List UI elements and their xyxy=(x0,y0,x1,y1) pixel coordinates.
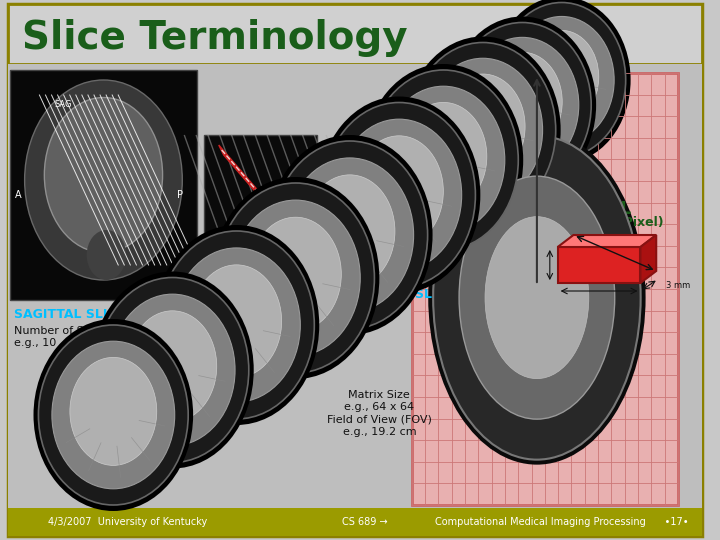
Text: 3 mm: 3 mm xyxy=(523,260,547,269)
Ellipse shape xyxy=(423,58,543,202)
Ellipse shape xyxy=(212,177,379,379)
Ellipse shape xyxy=(405,37,561,224)
Bar xyxy=(8,64,701,508)
Text: 6 mm: 6 mm xyxy=(587,300,611,309)
Ellipse shape xyxy=(231,200,360,356)
Ellipse shape xyxy=(441,74,525,179)
Text: Matrix Size
e.g., 64 x 64: Matrix Size e.g., 64 x 64 xyxy=(344,390,415,411)
Text: In-plane resolution
e.g., 192 mm / 64
= 3 mm: In-plane resolution e.g., 192 mm / 64 = … xyxy=(478,238,575,271)
Bar xyxy=(8,508,701,536)
Ellipse shape xyxy=(153,225,319,425)
Bar xyxy=(412,73,678,505)
Ellipse shape xyxy=(34,319,193,511)
Text: (Volumetric Pixel): (Volumetric Pixel) xyxy=(539,216,664,229)
Ellipse shape xyxy=(400,103,487,211)
Text: Field of View (FOV)
e.g., 19.2 cm: Field of View (FOV) e.g., 19.2 cm xyxy=(327,415,432,437)
Text: CS 689 →: CS 689 → xyxy=(342,517,387,527)
Ellipse shape xyxy=(52,341,175,489)
Text: 4/3/2007  University of Kentucky: 4/3/2007 University of Kentucky xyxy=(48,517,207,527)
Text: Slice Terminology: Slice Terminology xyxy=(22,19,408,57)
Ellipse shape xyxy=(128,311,217,422)
Ellipse shape xyxy=(410,43,556,218)
Ellipse shape xyxy=(45,98,163,253)
Ellipse shape xyxy=(466,37,579,173)
Bar xyxy=(10,70,197,300)
Ellipse shape xyxy=(86,230,126,280)
Polygon shape xyxy=(558,247,641,283)
Text: 3 mm: 3 mm xyxy=(666,280,690,289)
Text: VOXEL: VOXEL xyxy=(570,200,631,218)
Text: Computational Medical Imaging Processing      •17•: Computational Medical Imaging Processing… xyxy=(435,517,688,527)
Ellipse shape xyxy=(305,175,395,288)
Ellipse shape xyxy=(38,325,188,505)
Text: P: P xyxy=(177,190,184,200)
Text: IN-PLANE SLICE: IN-PLANE SLICE xyxy=(345,288,454,301)
Text: Slice Thickness
e.g., 6 mm: Slice Thickness e.g., 6 mm xyxy=(210,252,295,274)
Ellipse shape xyxy=(459,176,615,419)
Ellipse shape xyxy=(91,272,253,469)
Ellipse shape xyxy=(70,357,157,465)
Ellipse shape xyxy=(336,119,462,271)
Ellipse shape xyxy=(524,30,599,124)
Ellipse shape xyxy=(318,97,480,294)
Ellipse shape xyxy=(369,70,518,250)
Ellipse shape xyxy=(449,17,596,193)
Text: Number of Slices
e.g., 10: Number of Slices e.g., 10 xyxy=(14,326,109,348)
Ellipse shape xyxy=(96,278,249,462)
Text: SAGITTAL SLICE: SAGITTAL SLICE xyxy=(14,308,125,321)
Ellipse shape xyxy=(355,136,444,247)
Ellipse shape xyxy=(485,217,589,379)
Text: SAG: SAG xyxy=(54,100,72,109)
Ellipse shape xyxy=(110,294,235,446)
Ellipse shape xyxy=(173,248,300,402)
Ellipse shape xyxy=(433,136,641,460)
Ellipse shape xyxy=(267,135,433,335)
Polygon shape xyxy=(219,145,292,235)
Ellipse shape xyxy=(217,183,374,373)
Ellipse shape xyxy=(454,23,591,187)
Polygon shape xyxy=(641,235,656,283)
Ellipse shape xyxy=(492,0,631,164)
Ellipse shape xyxy=(498,3,626,158)
Ellipse shape xyxy=(482,52,562,151)
Bar xyxy=(8,4,701,64)
Bar xyxy=(204,135,318,245)
Text: A: A xyxy=(15,190,22,200)
Ellipse shape xyxy=(428,131,646,464)
Ellipse shape xyxy=(323,103,475,287)
Ellipse shape xyxy=(24,80,182,280)
Ellipse shape xyxy=(286,158,413,312)
Ellipse shape xyxy=(250,217,341,331)
Polygon shape xyxy=(558,235,656,247)
Ellipse shape xyxy=(382,86,505,234)
Ellipse shape xyxy=(364,64,523,256)
Ellipse shape xyxy=(192,265,282,377)
Ellipse shape xyxy=(158,231,315,419)
Ellipse shape xyxy=(272,141,428,329)
Ellipse shape xyxy=(509,16,614,144)
